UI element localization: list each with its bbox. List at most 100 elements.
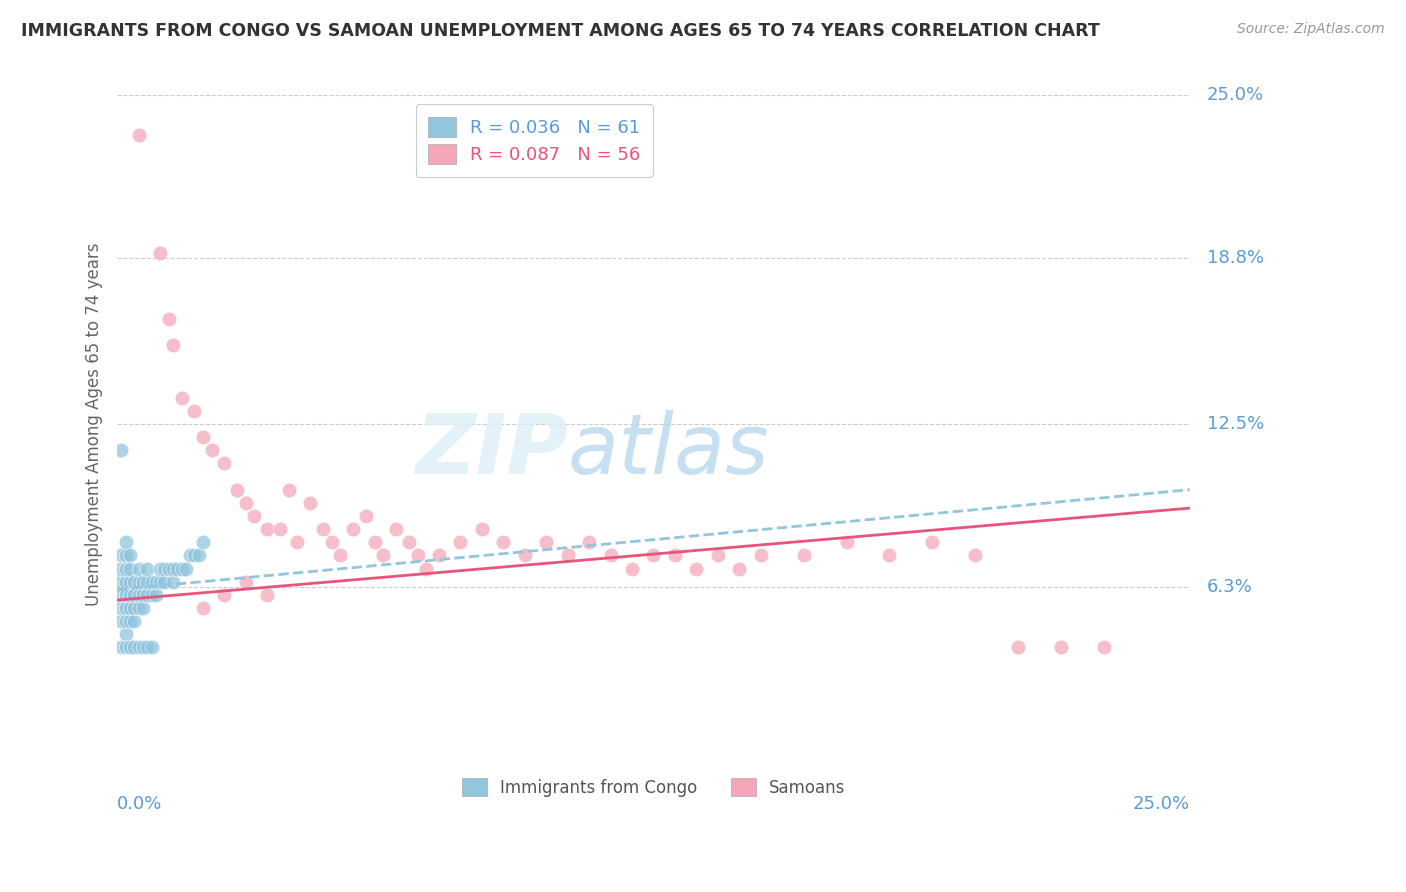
Point [174, 561, 197, 575]
Point [114, 627, 136, 641]
Point [513, 549, 536, 563]
Point [120, 614, 142, 628]
Point [449, 535, 471, 549]
Point [128, 588, 150, 602]
Point [835, 535, 858, 549]
Point [793, 549, 815, 563]
Point [179, 549, 201, 563]
Point [145, 588, 167, 602]
Text: 25.0%: 25.0% [1133, 795, 1189, 813]
Point [214, 457, 236, 471]
Point [128, 128, 150, 142]
Text: 0.0%: 0.0% [117, 795, 163, 813]
Point [157, 561, 180, 575]
Point [1092, 640, 1115, 655]
Point [114, 640, 136, 655]
Point [132, 640, 155, 655]
Point [114, 614, 136, 628]
Point [132, 574, 155, 589]
Point [145, 574, 167, 589]
Point [136, 640, 159, 655]
Point [235, 574, 257, 589]
Point [214, 588, 236, 602]
Point [557, 549, 579, 563]
Point [243, 508, 266, 523]
Point [277, 483, 299, 497]
Point [120, 561, 142, 575]
Point [200, 443, 222, 458]
Legend: Immigrants from Congo, Samoans: Immigrants from Congo, Samoans [456, 772, 852, 804]
Point [385, 522, 408, 536]
Point [120, 601, 142, 615]
Point [191, 601, 214, 615]
Point [879, 549, 901, 563]
Point [124, 640, 146, 655]
Point [321, 535, 343, 549]
Text: Source: ZipAtlas.com: Source: ZipAtlas.com [1237, 22, 1385, 37]
Point [132, 588, 155, 602]
Point [415, 561, 437, 575]
Point [162, 574, 184, 589]
Text: 18.8%: 18.8% [1206, 250, 1264, 268]
Point [1007, 640, 1029, 655]
Point [707, 549, 730, 563]
Point [363, 535, 385, 549]
Point [492, 535, 515, 549]
Point [141, 640, 163, 655]
Point [114, 574, 136, 589]
Point [114, 561, 136, 575]
Point [124, 601, 146, 615]
Point [110, 549, 132, 563]
Point [120, 549, 142, 563]
Point [128, 574, 150, 589]
Text: 12.5%: 12.5% [1206, 415, 1264, 433]
Point [120, 574, 142, 589]
Point [191, 535, 214, 549]
Point [183, 404, 205, 418]
Point [534, 535, 557, 549]
Point [149, 561, 172, 575]
Point [149, 246, 172, 260]
Point [110, 588, 132, 602]
Text: atlas: atlas [568, 409, 769, 491]
Point [921, 535, 943, 549]
Point [128, 601, 150, 615]
Point [643, 549, 665, 563]
Point [124, 574, 146, 589]
Point [110, 640, 132, 655]
Point [471, 522, 494, 536]
Point [170, 391, 193, 405]
Point [110, 614, 132, 628]
Text: ZIP: ZIP [415, 409, 568, 491]
Point [132, 601, 155, 615]
Point [256, 522, 278, 536]
Point [398, 535, 420, 549]
Text: 25.0%: 25.0% [1206, 87, 1264, 104]
Point [342, 522, 364, 536]
Point [128, 640, 150, 655]
Point [235, 496, 257, 510]
Point [114, 549, 136, 563]
Point [120, 640, 142, 655]
Point [110, 574, 132, 589]
Point [141, 588, 163, 602]
Point [157, 311, 180, 326]
Y-axis label: Unemployment Among Ages 65 to 74 years: Unemployment Among Ages 65 to 74 years [86, 243, 103, 606]
Point [728, 561, 751, 575]
Text: IMMIGRANTS FROM CONGO VS SAMOAN UNEMPLOYMENT AMONG AGES 65 TO 74 YEARS CORRELATI: IMMIGRANTS FROM CONGO VS SAMOAN UNEMPLOY… [21, 22, 1099, 40]
Point [599, 549, 621, 563]
Point [664, 549, 686, 563]
Point [162, 561, 184, 575]
Point [749, 549, 772, 563]
Point [406, 549, 429, 563]
Point [578, 535, 600, 549]
Point [149, 574, 172, 589]
Point [110, 601, 132, 615]
Point [153, 561, 176, 575]
Point [162, 338, 184, 352]
Point [373, 549, 395, 563]
Point [128, 561, 150, 575]
Point [354, 508, 377, 523]
Point [226, 483, 249, 497]
Point [621, 561, 644, 575]
